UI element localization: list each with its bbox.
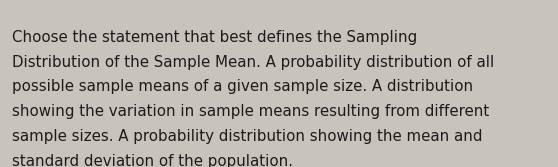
Text: sample sizes. A probability distribution showing the mean and: sample sizes. A probability distribution… <box>12 129 483 144</box>
Text: Distribution of the Sample Mean. A probability distribution of all: Distribution of the Sample Mean. A proba… <box>12 55 494 70</box>
Text: Choose the statement that best defines the Sampling: Choose the statement that best defines t… <box>12 30 417 45</box>
Text: showing the variation in sample means resulting from different: showing the variation in sample means re… <box>12 104 489 119</box>
Text: possible sample means of a given sample size. A distribution: possible sample means of a given sample … <box>12 79 473 95</box>
Text: standard deviation of the population.: standard deviation of the population. <box>12 154 294 167</box>
